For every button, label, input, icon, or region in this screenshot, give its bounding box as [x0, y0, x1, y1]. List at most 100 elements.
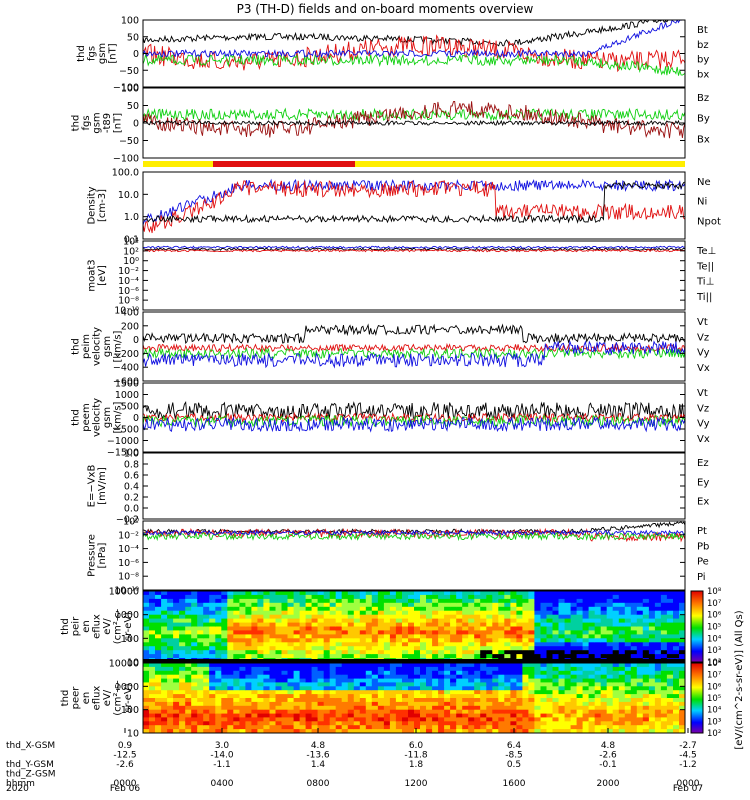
heatmap-cell	[642, 646, 650, 651]
heatmap-cell	[528, 646, 535, 651]
heatmap-cell	[414, 666, 421, 672]
heatmap-cell	[444, 638, 451, 643]
heatmap-cell	[660, 638, 668, 643]
heatmap-cell	[317, 666, 325, 672]
heatmap-cell	[149, 678, 156, 684]
heatmap-cell	[281, 638, 289, 643]
ytick-label: 10	[127, 658, 139, 669]
heatmap-cell	[167, 721, 174, 726]
heatmap-cell	[642, 686, 650, 691]
heatmap-cell	[281, 709, 289, 715]
heatmap-cell	[564, 678, 572, 684]
heatmap-cell	[654, 646, 662, 651]
heatmap-cell	[185, 654, 192, 659]
ylabel-line: (cm²-s-	[113, 680, 124, 716]
heatmap-cell	[576, 606, 584, 612]
heatmap-cell	[540, 610, 548, 616]
heatmap-cell	[570, 701, 578, 707]
heatmap-cell	[498, 701, 505, 707]
heatmap-cell	[311, 705, 319, 711]
heatmap-cell	[359, 630, 367, 635]
heatmap-cell	[654, 638, 662, 643]
heatmap-cell	[359, 721, 367, 726]
heatmap-cell	[335, 709, 343, 715]
heatmap-cell	[317, 698, 325, 703]
heatmap-cell	[660, 650, 668, 655]
heatmap-cell	[516, 674, 523, 680]
heatmap-cell	[221, 698, 228, 703]
heatmap-cell	[173, 663, 180, 668]
heatmap-cell	[173, 694, 180, 699]
heatmap-cell	[377, 626, 385, 631]
heatmap-cell	[504, 606, 511, 612]
ylabel-line: [nPa]	[97, 542, 108, 568]
heatmap-cell	[480, 698, 487, 703]
heatmap-cell	[498, 666, 505, 672]
heatmap-cell	[365, 690, 373, 695]
heatmap-cell	[666, 670, 674, 676]
ylabel-line: E=−VxB	[86, 465, 97, 508]
heatmap-cell	[666, 678, 674, 684]
heatmap-cell	[323, 638, 331, 643]
heatmap-cell	[594, 725, 602, 730]
heatmap-cell	[570, 713, 578, 719]
heatmap-cell	[654, 682, 662, 687]
heatmap-cell	[203, 717, 210, 722]
heatmap-cell	[576, 674, 584, 680]
heatmap-cell	[504, 622, 511, 628]
heatmap-cell	[414, 690, 421, 695]
heatmap-cell	[576, 721, 584, 726]
heatmap-cell	[143, 646, 150, 651]
heatmap-cell	[251, 670, 258, 676]
heatmap-cell	[227, 709, 234, 715]
heatmap-cell	[594, 674, 602, 680]
ylabel-line: fgs	[81, 115, 92, 130]
heatmap-cell	[251, 626, 258, 631]
heatmap-cell	[275, 650, 283, 655]
heatmap-cell	[227, 626, 234, 631]
heatmap-cell	[510, 626, 517, 631]
heatmap-cell	[618, 725, 626, 730]
heatmap-cell	[426, 674, 433, 680]
heatmap-cell	[660, 622, 668, 628]
heatmap-cell	[450, 610, 457, 616]
heatmap-cell	[504, 701, 511, 707]
heatmap-cell	[149, 646, 156, 651]
heatmap-cell	[209, 705, 216, 711]
legend-entry: Vz	[697, 332, 709, 343]
heatmap-cell	[522, 713, 529, 719]
heatmap-cell	[245, 690, 252, 695]
heatmap-cell	[408, 622, 415, 628]
heatmap-cell	[679, 602, 685, 608]
heatmap-cell	[540, 686, 548, 691]
heatmap-cell	[371, 721, 379, 726]
heatmap-cell	[191, 634, 198, 639]
heatmap-cell	[630, 663, 638, 668]
heatmap-cell	[468, 717, 475, 722]
heatmap-cell	[311, 663, 319, 668]
heatmap-cell	[329, 634, 337, 639]
heatmap-cell	[480, 598, 487, 604]
heatmap-cell	[377, 598, 385, 604]
heatmap-cell	[570, 650, 578, 655]
heatmap-cell	[408, 717, 415, 722]
heatmap-cell	[624, 646, 632, 651]
heatmap-cell	[402, 701, 409, 707]
heatmap-cell	[642, 618, 650, 624]
heatmap-cell	[317, 721, 325, 726]
heatmap-cell	[630, 682, 638, 687]
ytick-label: 0.4	[124, 482, 139, 493]
heatmap-cell	[299, 705, 307, 711]
heatmap-cell	[221, 709, 228, 715]
heatmap-cell	[149, 670, 156, 676]
heatmap-cell	[293, 650, 301, 655]
heatmap-cell	[654, 709, 662, 715]
heatmap-cell	[456, 686, 463, 691]
heatmap-cell	[341, 634, 349, 639]
heatmap-cell	[540, 591, 548, 596]
heatmap-cell	[287, 618, 295, 624]
heatmap-cell	[456, 705, 463, 711]
heatmap-cell	[251, 674, 258, 680]
heatmap-cell	[540, 650, 548, 655]
heatmap-cell	[347, 638, 355, 643]
